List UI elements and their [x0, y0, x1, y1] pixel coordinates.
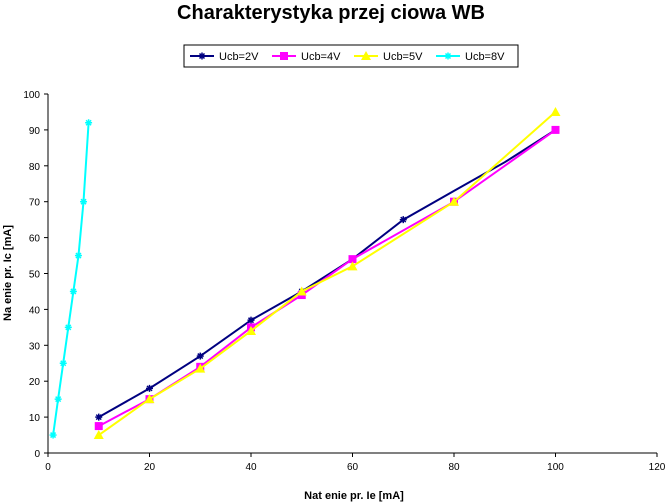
- data-point: [551, 125, 560, 134]
- data-point: [59, 359, 67, 367]
- y-tick-label: 40: [29, 305, 41, 316]
- data-point: [93, 430, 104, 440]
- axes: [47, 94, 657, 454]
- data-point: [64, 323, 72, 331]
- data-point: [296, 286, 307, 296]
- x-tick-label: 80: [448, 462, 460, 473]
- data-point: [196, 352, 204, 360]
- chart-title: Charakterystyka przej ciowa WB: [177, 2, 485, 24]
- y-tick-label: 100: [23, 90, 40, 101]
- data-point: [146, 384, 153, 392]
- series-layer: [49, 106, 561, 440]
- data-point: [49, 431, 57, 439]
- legend-entry: Ucb=5V: [354, 51, 423, 63]
- data-point: [550, 106, 561, 116]
- data-point: [449, 196, 459, 206]
- data-point: [85, 119, 93, 127]
- y-tick-label: 50: [29, 270, 41, 281]
- series-line: [98, 129, 557, 418]
- x-tick-label: 100: [547, 462, 564, 473]
- legend-box: [183, 44, 519, 68]
- legend-marker: [198, 52, 206, 60]
- legend-entry: Ucb=4V: [272, 51, 341, 63]
- legend-marker: [361, 51, 371, 60]
- x-axis-label: Nat enie pr. Ie [mA]: [304, 490, 404, 502]
- data-point: [94, 422, 103, 431]
- data-point: [195, 363, 206, 373]
- legend-marker: [280, 52, 288, 60]
- y-tick-label: 90: [29, 126, 41, 137]
- data-point: [95, 413, 103, 421]
- series-Ucb=5V: [93, 106, 561, 440]
- y-tick-label: 10: [29, 413, 41, 424]
- data-point: [348, 255, 357, 264]
- y-tick-label: 70: [29, 198, 41, 209]
- data-point: [54, 395, 62, 403]
- data-point: [144, 394, 155, 404]
- legend-entry: Ucb=2V: [190, 51, 259, 63]
- legend-entry: Ucb=8V: [436, 51, 505, 63]
- y-tick-label: 0: [34, 449, 40, 460]
- data-point: [247, 316, 255, 324]
- series-line: [98, 111, 557, 436]
- data-point: [74, 252, 82, 260]
- data-point: [399, 216, 407, 224]
- series-line: [52, 122, 90, 436]
- series-Ucb=8V: [49, 119, 93, 439]
- x-tick-label: 20: [144, 462, 156, 473]
- legend: Ucb=2V Ucb=4V Ucb=5V Ucb=8V: [183, 44, 519, 68]
- data-point: [80, 198, 88, 206]
- y-axis-label: Na enie pr. Ic [mA]: [2, 225, 14, 321]
- legend-label: Ucb=2V: [219, 51, 259, 63]
- legend-label: Ucb=5V: [383, 51, 423, 63]
- x-tick-label: 120: [649, 462, 666, 473]
- y-tick-label: 60: [29, 234, 41, 245]
- x-tick-label: 40: [245, 462, 257, 473]
- legend-marker: [444, 52, 452, 60]
- legend-label: Ucb=8V: [465, 51, 505, 63]
- y-tick-label: 30: [29, 341, 41, 352]
- ticks: 0 20 40 60 80 100 120 0 10 20 30 40 50 60 70 80 90 100: [23, 90, 665, 473]
- y-tick-label: 20: [29, 377, 41, 388]
- y-tick-label: 80: [29, 162, 41, 173]
- x-tick-label: 60: [347, 462, 359, 473]
- x-tick-label: 0: [45, 462, 51, 473]
- data-point: [246, 325, 256, 335]
- data-point: [347, 261, 358, 271]
- data-point: [69, 287, 77, 295]
- legend-label: Ucb=4V: [301, 51, 341, 63]
